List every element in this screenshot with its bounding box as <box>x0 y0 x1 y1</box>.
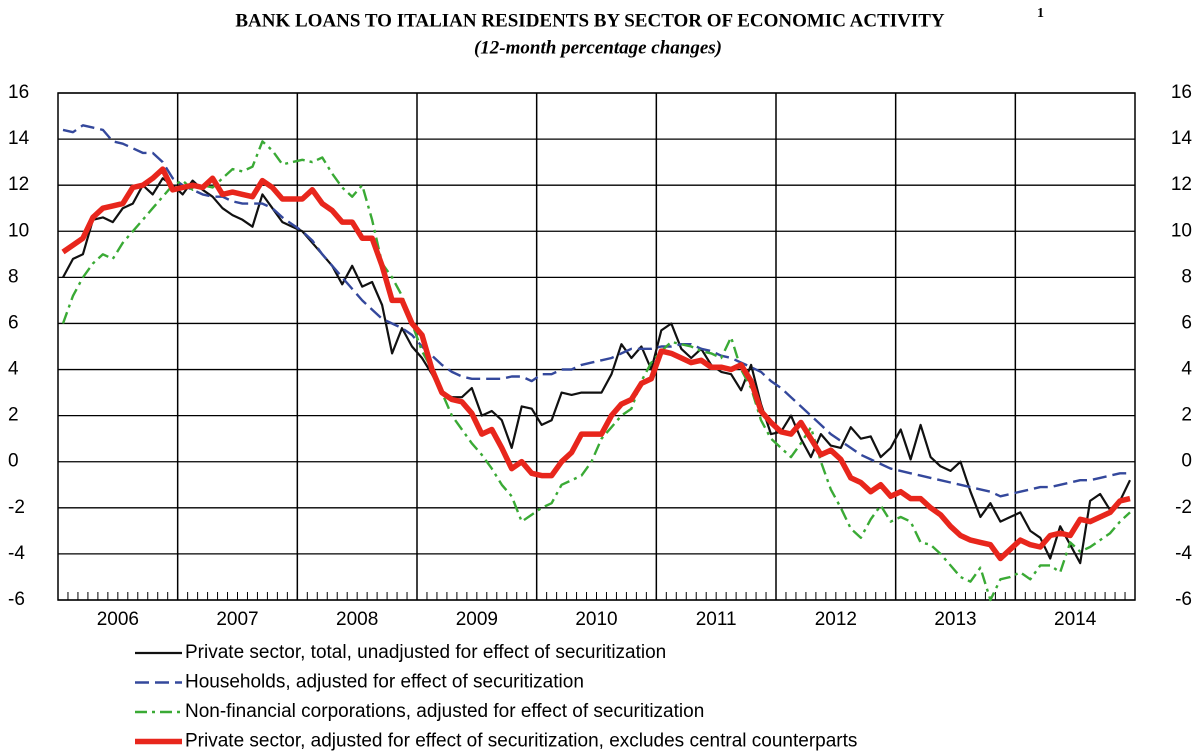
chart-subtitle: (12-month percentage changes) <box>474 37 722 58</box>
y-tick-label: 2 <box>8 405 19 426</box>
plot-frame <box>57 92 1136 601</box>
title-footnote: 1 <box>1037 6 1044 21</box>
legend-label: Non-financial corporations, adjusted for… <box>185 701 704 722</box>
y2-tick-label: -2 <box>1175 497 1192 518</box>
y2-tick-label: -6 <box>1175 589 1192 610</box>
y-tick-label: 4 <box>8 359 19 380</box>
x-tick-label: 2006 <box>97 609 139 630</box>
y-tick-label: 14 <box>8 128 30 149</box>
series-line <box>61 166 1131 562</box>
y2-tick-label: 10 <box>1171 220 1192 241</box>
y2-tick-label: 16 <box>1171 82 1192 103</box>
y2-tick-label: 14 <box>1171 128 1193 149</box>
y2-tick-label: -4 <box>1175 543 1192 564</box>
legend-label: Private sector, total, unadjusted for ef… <box>185 642 666 663</box>
y-tick-label: 8 <box>8 266 19 287</box>
x-tick-label: 2007 <box>216 609 258 630</box>
x-tick-label: 2010 <box>575 609 617 630</box>
y2-tick-label: 12 <box>1171 174 1192 195</box>
y-tick-label: -4 <box>8 543 25 564</box>
x-tick-label: 2011 <box>696 609 737 630</box>
series-line <box>62 124 1130 498</box>
legend-label: Private sector, adjusted for effect of s… <box>185 731 857 752</box>
y-tick-label: 10 <box>8 220 29 241</box>
y-tick-label: -2 <box>8 497 25 518</box>
y2-tick-label: 0 <box>1181 451 1192 472</box>
y2-tick-label: 6 <box>1181 312 1192 333</box>
chart-title: BANK LOANS TO ITALIAN RESIDENTS BY SECTO… <box>235 10 945 31</box>
y2-tick-label: 2 <box>1181 405 1192 426</box>
y-tick-label: 0 <box>8 451 19 472</box>
legend-label: Households, adjusted for effect of secur… <box>185 672 584 693</box>
y-tick-label: -6 <box>8 589 25 610</box>
y-tick-label: 6 <box>8 312 19 333</box>
y-tick-label: 16 <box>8 82 29 103</box>
y2-tick-label: 4 <box>1181 359 1192 380</box>
series-line <box>62 177 1131 565</box>
x-tick-label: 2014 <box>1054 609 1097 630</box>
x-tick-label: 2013 <box>934 609 976 630</box>
x-tick-label: 2012 <box>815 609 857 630</box>
x-tick-label: 2009 <box>456 609 498 630</box>
y2-tick-label: 8 <box>1181 266 1192 287</box>
x-tick-label: 2008 <box>336 609 378 630</box>
y-tick-label: 12 <box>8 174 29 195</box>
series-line <box>61 140 1131 602</box>
